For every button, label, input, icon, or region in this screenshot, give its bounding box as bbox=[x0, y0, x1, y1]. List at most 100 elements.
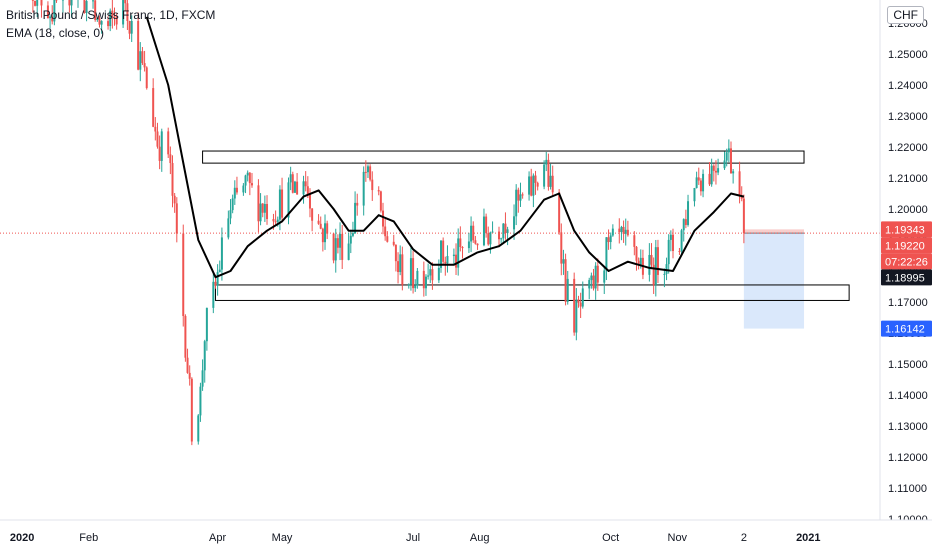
candle-body bbox=[663, 273, 666, 275]
candle-body bbox=[145, 67, 148, 89]
candle-body bbox=[422, 270, 425, 289]
candle-body bbox=[113, 16, 116, 18]
candle-body bbox=[446, 256, 449, 264]
x-tick-label: 2 bbox=[741, 532, 747, 544]
candle-body bbox=[577, 299, 580, 303]
ema-legend: EMA (18, close, 0) bbox=[6, 26, 105, 40]
candle-body bbox=[377, 190, 380, 192]
candle-body bbox=[424, 276, 427, 289]
candle-body bbox=[667, 239, 670, 265]
candle-body bbox=[633, 235, 636, 247]
x-tick-label: Nov bbox=[668, 532, 688, 544]
candle-body bbox=[384, 226, 387, 237]
candle-body bbox=[100, 21, 103, 25]
x-tick-label: Apr bbox=[209, 532, 226, 544]
candle-body bbox=[431, 269, 434, 281]
candle-body bbox=[498, 231, 501, 240]
candle-body bbox=[394, 244, 397, 262]
candle-body bbox=[130, 21, 133, 34]
x-tick-label: 2021 bbox=[796, 532, 820, 544]
support-zone bbox=[214, 284, 850, 301]
candle-body bbox=[594, 265, 597, 289]
candle-body bbox=[549, 175, 552, 187]
candle-body bbox=[506, 229, 509, 234]
candle-body bbox=[160, 131, 163, 161]
candle-body bbox=[407, 284, 410, 286]
candle-body bbox=[336, 238, 339, 248]
candle-body bbox=[592, 275, 595, 289]
candle-body bbox=[319, 223, 322, 229]
candle-body bbox=[122, 0, 125, 25]
candle-body bbox=[371, 179, 374, 191]
candle-body bbox=[732, 171, 735, 174]
candle-body bbox=[46, 5, 49, 19]
price-label-box bbox=[881, 269, 932, 286]
candle-body bbox=[233, 187, 236, 199]
candle-body bbox=[250, 183, 253, 186]
candle-body bbox=[386, 236, 389, 242]
candle-body bbox=[115, 17, 118, 25]
y-tick-label: 1.13000 bbox=[888, 421, 928, 433]
candle-body bbox=[276, 219, 279, 222]
candle-body bbox=[618, 228, 621, 233]
candle-body bbox=[356, 202, 359, 206]
candle-body bbox=[152, 88, 155, 127]
time-axis bbox=[0, 520, 932, 550]
candle-body bbox=[502, 223, 505, 239]
candle-body bbox=[693, 188, 696, 202]
candle-body bbox=[727, 148, 730, 153]
candle-body bbox=[304, 181, 307, 187]
candle-body bbox=[291, 174, 294, 193]
candle-body bbox=[416, 270, 419, 286]
price-label-box bbox=[881, 237, 932, 254]
y-tick-label: 1.17000 bbox=[888, 297, 928, 309]
y-tick-label: 1.22000 bbox=[888, 142, 928, 154]
candle-body bbox=[738, 171, 741, 197]
symbol-title: British Pound / Swiss Franc, 1D, FXCM bbox=[6, 8, 216, 22]
candle-body bbox=[500, 238, 503, 240]
candle-body bbox=[714, 170, 717, 173]
candle-body bbox=[564, 259, 567, 302]
candle-body bbox=[515, 189, 518, 217]
candle-body bbox=[532, 175, 535, 196]
currency-button[interactable]: CHF bbox=[887, 6, 924, 24]
candle-body bbox=[235, 187, 238, 193]
candle-body bbox=[124, 0, 127, 4]
candle-body bbox=[364, 171, 367, 173]
candle-body bbox=[216, 272, 219, 286]
candle-body bbox=[263, 204, 266, 213]
candle-body bbox=[459, 238, 462, 248]
candle-body bbox=[521, 194, 524, 196]
candle-body bbox=[648, 254, 651, 275]
candle-body bbox=[158, 146, 161, 161]
candle-body bbox=[455, 254, 458, 268]
candle-body bbox=[611, 228, 614, 236]
candle-body bbox=[392, 241, 395, 245]
candle-body bbox=[682, 219, 685, 231]
candle-body bbox=[740, 196, 743, 199]
candle-body bbox=[401, 254, 404, 285]
price-label-box bbox=[881, 221, 932, 238]
candle-body bbox=[229, 210, 232, 219]
candle-body bbox=[551, 175, 554, 193]
candle-body bbox=[332, 233, 335, 261]
candle-body bbox=[596, 265, 599, 283]
candle-body bbox=[412, 258, 415, 289]
candle-body bbox=[702, 173, 705, 192]
candle-body bbox=[652, 264, 655, 285]
candle-body bbox=[257, 185, 260, 222]
candle-body bbox=[457, 238, 460, 268]
candle-body bbox=[699, 180, 702, 192]
candle-body bbox=[51, 16, 54, 22]
candle-body bbox=[680, 230, 683, 252]
candle-body bbox=[188, 372, 191, 379]
candle-body bbox=[573, 278, 576, 333]
candle-body bbox=[579, 302, 582, 307]
candle-body bbox=[141, 51, 144, 64]
candle-body bbox=[717, 168, 720, 173]
x-tick-label: Oct bbox=[602, 532, 619, 544]
candle-body bbox=[31, 0, 34, 1]
x-tick-label: Feb bbox=[79, 532, 98, 544]
candle-body bbox=[684, 219, 687, 225]
